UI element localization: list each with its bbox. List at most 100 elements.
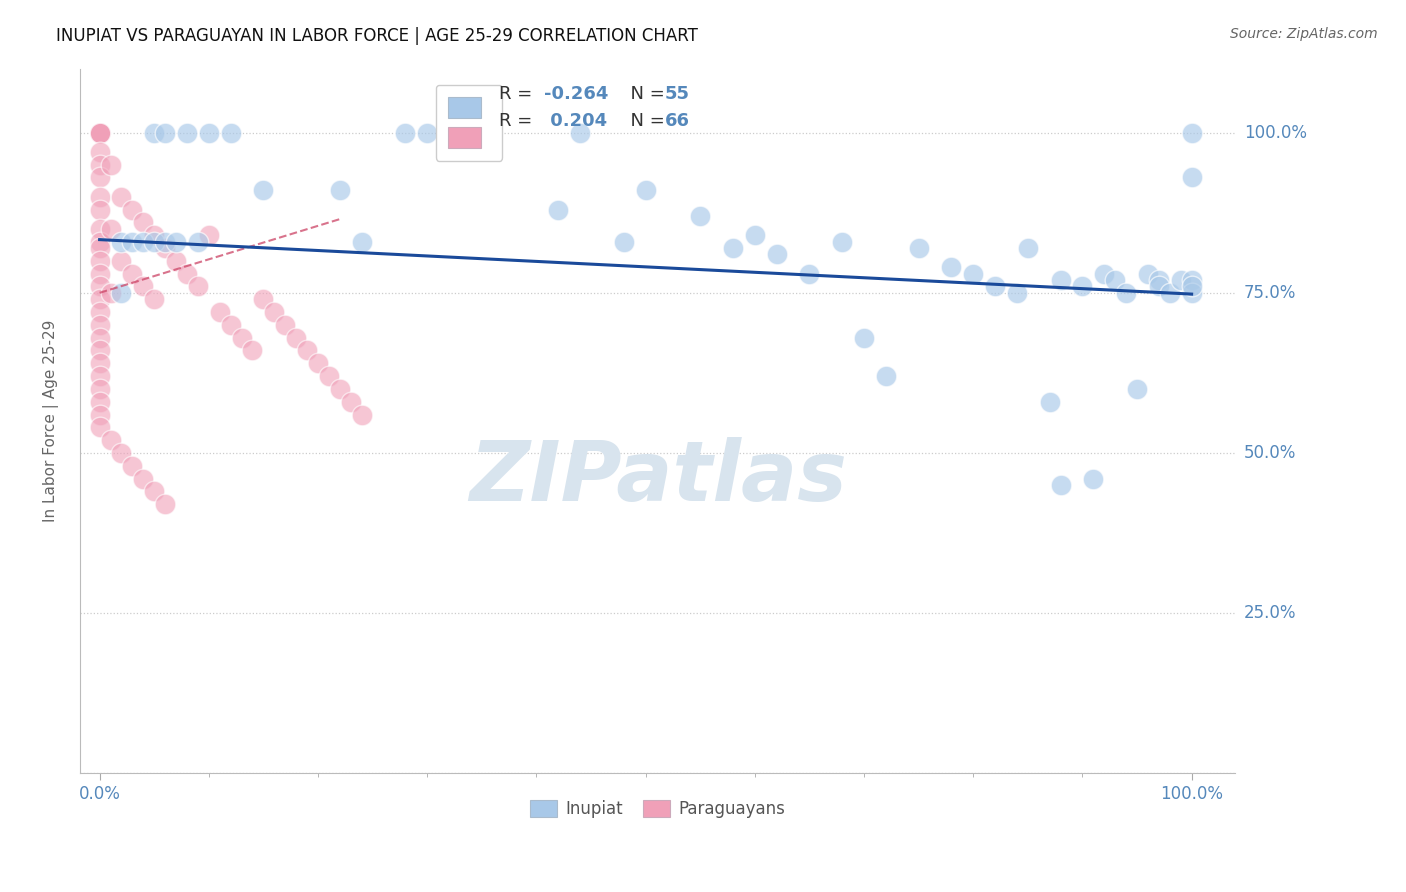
Point xyxy=(89,126,111,140)
Point xyxy=(242,343,264,358)
Point xyxy=(110,285,132,300)
Point xyxy=(1181,170,1204,185)
Point xyxy=(274,318,297,332)
Point xyxy=(1039,394,1062,409)
Point xyxy=(1126,382,1149,396)
Text: R =: R = xyxy=(499,85,538,103)
Point xyxy=(1005,285,1028,300)
Point xyxy=(219,318,242,332)
Point xyxy=(329,183,352,197)
Point xyxy=(339,394,361,409)
Point xyxy=(89,126,111,140)
Point xyxy=(153,235,176,249)
Text: INUPIAT VS PARAGUAYAN IN LABOR FORCE | AGE 25-29 CORRELATION CHART: INUPIAT VS PARAGUAYAN IN LABOR FORCE | A… xyxy=(56,27,699,45)
Point xyxy=(143,235,166,249)
Point xyxy=(100,158,122,172)
Point xyxy=(132,279,155,293)
Point xyxy=(121,267,143,281)
Point xyxy=(89,420,111,434)
Point xyxy=(285,331,308,345)
Point xyxy=(1104,273,1126,287)
Text: ZIPatlas: ZIPatlas xyxy=(468,437,846,518)
Point xyxy=(1181,279,1204,293)
Text: R =: R = xyxy=(499,112,538,130)
Point xyxy=(394,126,416,140)
Point xyxy=(907,241,929,255)
Point xyxy=(153,497,176,511)
Point xyxy=(941,260,963,275)
Point xyxy=(1017,241,1039,255)
Point xyxy=(121,458,143,473)
Point xyxy=(143,292,166,306)
Point xyxy=(231,331,253,345)
Point xyxy=(721,241,744,255)
Point xyxy=(143,484,166,499)
Text: N =: N = xyxy=(619,112,671,130)
Text: 75.0%: 75.0% xyxy=(1244,284,1296,301)
Point xyxy=(1147,279,1170,293)
Point xyxy=(176,267,198,281)
Point xyxy=(89,126,111,140)
Text: 100.0%: 100.0% xyxy=(1244,124,1306,142)
Text: 25.0%: 25.0% xyxy=(1244,604,1296,623)
Text: 50.0%: 50.0% xyxy=(1244,444,1296,462)
Point xyxy=(744,228,766,243)
Point xyxy=(89,331,111,345)
Point xyxy=(132,235,155,249)
Point xyxy=(831,235,853,249)
Point xyxy=(89,343,111,358)
Point xyxy=(263,305,285,319)
Point xyxy=(153,126,176,140)
Point xyxy=(143,126,166,140)
Y-axis label: In Labor Force | Age 25-29: In Labor Force | Age 25-29 xyxy=(44,320,59,522)
Point xyxy=(1071,279,1094,293)
Point xyxy=(252,292,274,306)
Text: 0.204: 0.204 xyxy=(544,112,607,130)
Point xyxy=(318,369,340,384)
Point xyxy=(132,472,155,486)
Point xyxy=(252,183,274,197)
Point xyxy=(89,305,111,319)
Legend: Inupiat, Paraguayans: Inupiat, Paraguayans xyxy=(523,794,792,825)
Point xyxy=(89,292,111,306)
Point xyxy=(1181,285,1204,300)
Point xyxy=(1181,126,1204,140)
Point xyxy=(1115,285,1137,300)
Point xyxy=(307,356,329,370)
Point xyxy=(89,202,111,217)
Point xyxy=(89,408,111,422)
Point xyxy=(187,235,209,249)
Point xyxy=(1049,478,1071,492)
Text: -0.264: -0.264 xyxy=(544,85,609,103)
Point xyxy=(613,235,636,249)
Point xyxy=(100,433,122,447)
Point xyxy=(219,126,242,140)
Point xyxy=(89,126,111,140)
Point xyxy=(634,183,657,197)
Point xyxy=(110,253,132,268)
Point xyxy=(89,241,111,255)
Point xyxy=(984,279,1007,293)
Point xyxy=(121,235,143,249)
Point xyxy=(569,126,592,140)
Point xyxy=(689,209,711,223)
Point xyxy=(1181,273,1204,287)
Point xyxy=(1170,273,1192,287)
Point xyxy=(416,126,439,140)
Point xyxy=(187,279,209,293)
Text: Source: ZipAtlas.com: Source: ZipAtlas.com xyxy=(1230,27,1378,41)
Point xyxy=(208,305,231,319)
Point xyxy=(143,228,166,243)
Point xyxy=(799,267,821,281)
Point xyxy=(110,189,132,203)
Text: 55: 55 xyxy=(665,85,690,103)
Point xyxy=(89,253,111,268)
Point xyxy=(100,285,122,300)
Point xyxy=(89,394,111,409)
Point xyxy=(89,126,111,140)
Point xyxy=(1092,267,1115,281)
Point xyxy=(329,382,352,396)
Point xyxy=(89,126,111,140)
Point xyxy=(121,202,143,217)
Point xyxy=(1159,285,1181,300)
